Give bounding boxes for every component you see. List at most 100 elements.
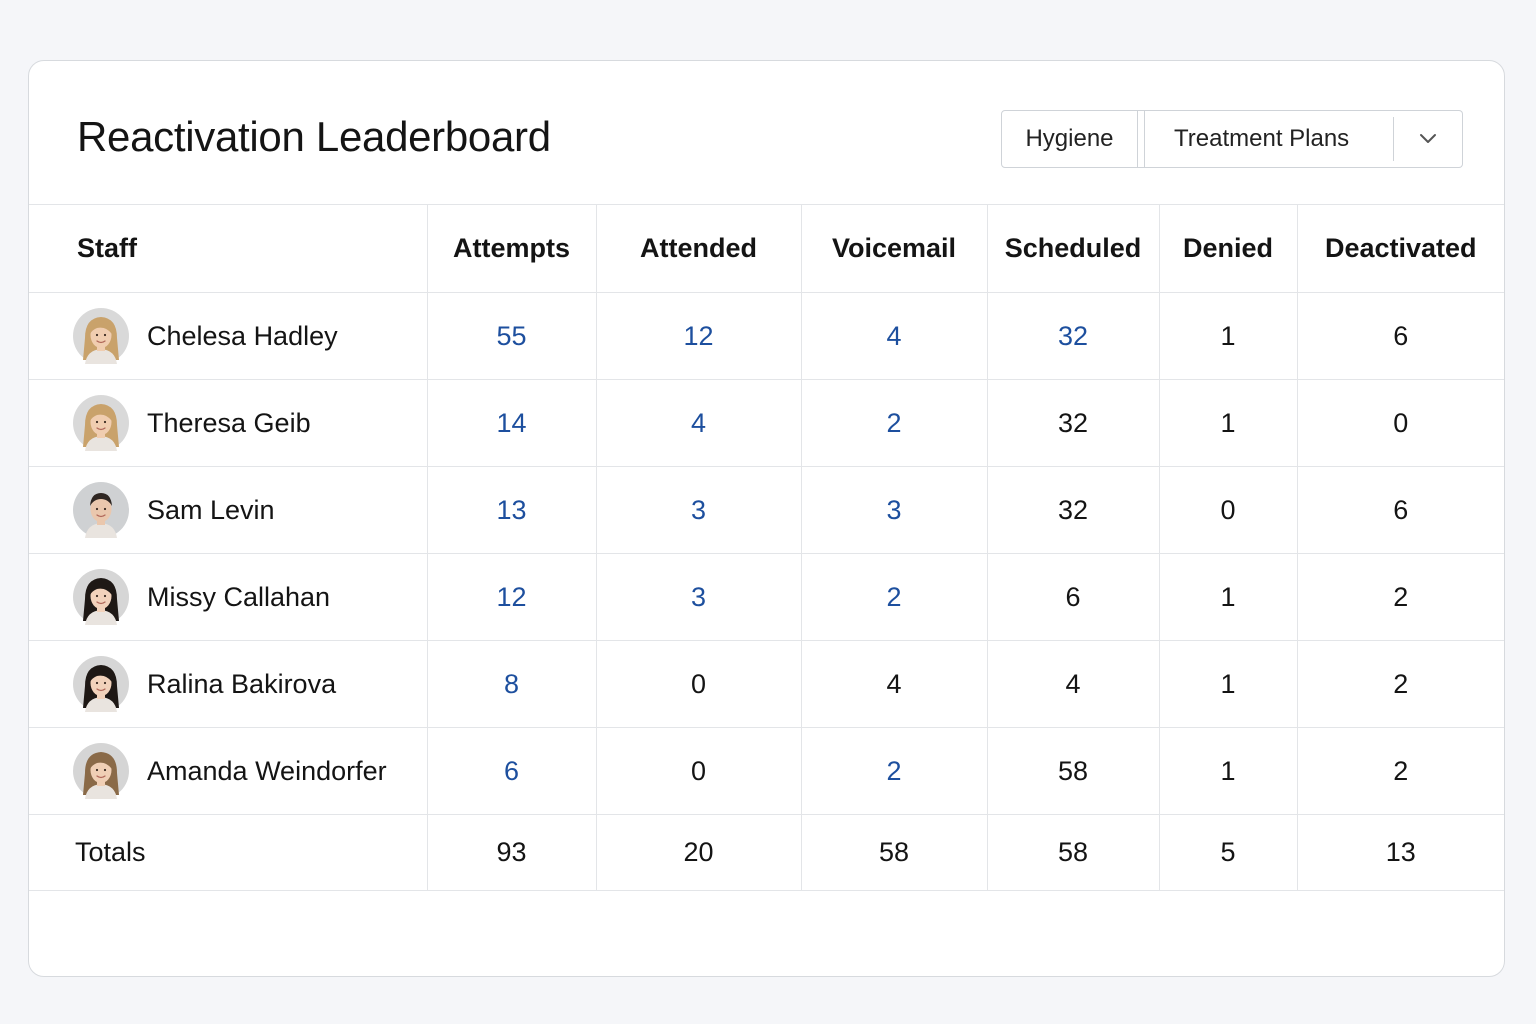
scheduled-value: 58	[1057, 755, 1089, 786]
leaderboard-table: Staff Attempts Attended Voicemail Schedu…	[29, 204, 1504, 891]
voicemail-cell: 3	[801, 466, 988, 554]
scheduled-link[interactable]: 32	[1057, 320, 1089, 351]
total-attempts: 93	[427, 814, 597, 891]
voicemail-link[interactable]: 2	[886, 581, 902, 612]
column-header-attempts[interactable]: Attempts	[427, 204, 597, 293]
staff-cell: Sam Levin	[29, 466, 428, 554]
voicemail-link[interactable]: 4	[886, 320, 902, 351]
leaderboard-card: Reactivation Leaderboard Hygiene Treatme…	[28, 60, 1505, 977]
denied-cell: 0	[1159, 466, 1298, 554]
staff-info: Sam Levin	[73, 482, 427, 538]
attended-value: 0	[690, 668, 707, 699]
column-header-deactivated[interactable]: Deactivated	[1297, 204, 1504, 293]
scheduled-cell: 6	[987, 553, 1160, 641]
attended-link[interactable]: 3	[690, 581, 707, 612]
deactivated-cell: 6	[1297, 466, 1504, 554]
deactivated-value: 6	[1393, 494, 1409, 525]
column-header-attended[interactable]: Attended	[596, 204, 802, 293]
column-header-voicemail[interactable]: Voicemail	[801, 204, 988, 293]
staff-name: Amanda Weindorfer	[147, 755, 387, 786]
staff-name: Missy Callahan	[147, 581, 331, 612]
table-row: Chelesa Hadley 55 12 4 32 1 6	[29, 292, 1504, 380]
page-title: Reactivation Leaderboard	[77, 113, 551, 160]
scheduled-cell: 4	[987, 640, 1160, 728]
attended-link[interactable]: 12	[683, 320, 714, 351]
attended-link[interactable]: 3	[690, 494, 707, 525]
staff-cell: Missy Callahan	[29, 553, 428, 641]
deactivated-value: 2	[1393, 755, 1409, 786]
avatar	[73, 656, 129, 712]
deactivated-cell: 2	[1297, 553, 1504, 641]
voicemail-link[interactable]: 3	[886, 494, 902, 525]
total-denied: 5	[1159, 814, 1298, 891]
deactivated-cell: 6	[1297, 292, 1504, 380]
attempts-link[interactable]: 6	[503, 755, 520, 786]
table-row: Theresa Geib 14 4 2 32 1 0	[29, 379, 1504, 467]
voicemail-link[interactable]: 2	[886, 755, 902, 786]
staff-cell: Theresa Geib	[29, 379, 428, 467]
attempts-link[interactable]: 8	[503, 668, 520, 699]
denied-cell: 1	[1159, 379, 1298, 467]
attempts-cell: 12	[427, 553, 597, 641]
denied-cell: 1	[1159, 640, 1298, 728]
voicemail-cell: 2	[801, 727, 988, 815]
denied-value: 1	[1220, 668, 1236, 699]
attended-cell: 12	[596, 292, 802, 380]
avatar	[73, 308, 129, 364]
attempts-link[interactable]: 12	[496, 581, 527, 612]
category-select[interactable]: Treatment Plans	[1154, 110, 1463, 168]
table-row: Amanda Weindorfer 6 0 2 58 1 2	[29, 727, 1504, 815]
staff-info: Theresa Geib	[73, 395, 427, 451]
attempts-link[interactable]: 14	[496, 407, 527, 438]
category-select-value: Treatment Plans	[1174, 125, 1350, 152]
deactivated-value: 2	[1393, 581, 1409, 612]
scheduled-cell: 58	[987, 727, 1160, 815]
hygiene-filter-button[interactable]: Hygiene	[1001, 110, 1138, 168]
staff-name: Theresa Geib	[147, 407, 311, 438]
avatar	[73, 482, 129, 538]
attended-cell: 3	[596, 466, 802, 554]
deactivated-cell: 2	[1297, 640, 1504, 728]
denied-cell: 1	[1159, 727, 1298, 815]
column-header-staff[interactable]: Staff	[29, 204, 428, 293]
scheduled-cell: 32	[987, 292, 1160, 380]
voicemail-link[interactable]: 2	[886, 407, 902, 438]
attempts-link[interactable]: 13	[496, 494, 527, 525]
totals-label: Totals	[29, 814, 428, 891]
scheduled-cell: 32	[987, 379, 1160, 467]
staff-cell: Ralina Bakirova	[29, 640, 428, 728]
filter-divider	[1138, 110, 1154, 168]
staff-name: Chelesa Hadley	[147, 320, 338, 351]
attempts-link[interactable]: 55	[496, 320, 527, 351]
column-header-denied[interactable]: Denied	[1159, 204, 1298, 293]
denied-cell: 1	[1159, 292, 1298, 380]
deactivated-value: 6	[1393, 320, 1409, 351]
avatar	[73, 395, 129, 451]
deactivated-value: 0	[1393, 407, 1409, 438]
attended-link[interactable]: 4	[690, 407, 707, 438]
total-voicemail: 58	[801, 814, 988, 891]
denied-value: 1	[1220, 407, 1236, 438]
totals-row: Totals 93 20 58 58 5 13	[29, 814, 1504, 891]
attended-value: 0	[690, 755, 707, 786]
attempts-cell: 13	[427, 466, 597, 554]
attended-cell: 3	[596, 553, 802, 641]
voicemail-cell: 4	[801, 640, 988, 728]
scheduled-cell: 32	[987, 466, 1160, 554]
attended-cell: 0	[596, 640, 802, 728]
total-scheduled: 58	[987, 814, 1160, 891]
attempts-cell: 8	[427, 640, 597, 728]
scheduled-value: 32	[1057, 494, 1089, 525]
staff-info: Amanda Weindorfer	[73, 743, 427, 799]
staff-info: Missy Callahan	[73, 569, 427, 625]
staff-cell: Amanda Weindorfer	[29, 727, 428, 815]
attempts-cell: 55	[427, 292, 597, 380]
scheduled-value: 32	[1057, 407, 1089, 438]
attempts-cell: 14	[427, 379, 597, 467]
voicemail-value: 4	[886, 668, 902, 699]
table-header-row: Staff Attempts Attended Voicemail Schedu…	[29, 204, 1504, 293]
table-row: Missy Callahan 12 3 2 6 1 2	[29, 553, 1504, 641]
total-deactivated: 13	[1297, 814, 1504, 891]
chevron-down-icon[interactable]	[1416, 127, 1440, 151]
column-header-scheduled[interactable]: Scheduled	[987, 204, 1160, 293]
